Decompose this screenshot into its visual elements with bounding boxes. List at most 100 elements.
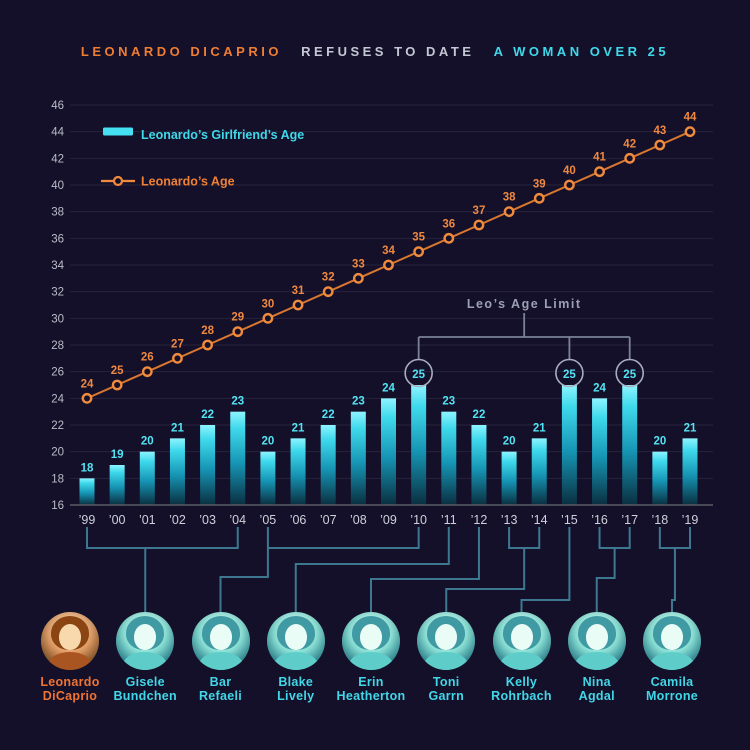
person-name-line: Bar xyxy=(209,675,232,689)
person-name-line: Morrone xyxy=(645,688,699,703)
bar-value-label: 23 xyxy=(352,396,365,408)
face-shape xyxy=(360,624,382,650)
line-marker-’07 xyxy=(322,286,334,298)
person-name-line: Agdal xyxy=(578,688,615,703)
line-marker-’00 xyxy=(111,379,123,391)
legend-line-marker xyxy=(112,175,124,187)
bar-value-label: 21 xyxy=(684,422,697,434)
photo-blake-lively xyxy=(266,612,325,670)
age-limit-ring xyxy=(404,358,433,388)
line-value-label: 28 xyxy=(201,325,214,337)
line-marker-’08 xyxy=(352,272,364,284)
person-name-line: Lively xyxy=(277,688,315,703)
bar-’09 xyxy=(381,398,396,505)
photo-erin-heatherton xyxy=(342,612,400,670)
year-to-person-connectors xyxy=(86,527,691,612)
age-limit-ring xyxy=(615,358,645,388)
x-tick-label: ’19 xyxy=(682,513,699,527)
bar-value-label: 25 xyxy=(623,369,636,381)
x-tick-label: ’06 xyxy=(290,513,307,527)
bar-’06 xyxy=(290,438,306,505)
bar-value-label: 25 xyxy=(563,369,576,381)
person-name-line: Heatherton xyxy=(336,688,406,703)
person-name-line: Gisele xyxy=(125,675,165,689)
line-marker-’11 xyxy=(443,232,455,244)
bar-’02 xyxy=(169,438,185,505)
face-shape xyxy=(585,624,608,650)
person-name-line: Camila xyxy=(650,675,694,689)
body-shape xyxy=(499,652,544,670)
bar-value-label: 25 xyxy=(412,369,425,381)
body-shape xyxy=(198,652,243,670)
body-shape xyxy=(349,652,393,670)
x-tick-label: ’04 xyxy=(229,513,246,527)
bar-’13 xyxy=(501,451,517,505)
line-value-label: 25 xyxy=(111,365,124,377)
face-shape xyxy=(59,624,81,650)
name-gisele-bundchen: Gisele Bundchen xyxy=(93,675,197,703)
body-shape xyxy=(650,652,694,670)
page-title: LEONARDO DICAPRIO REFUSES TO DATE A WOMA… xyxy=(0,44,750,59)
line-value-label: 37 xyxy=(473,205,486,217)
face-shape xyxy=(435,624,458,650)
bar-’19 xyxy=(682,438,698,505)
body-shape xyxy=(574,652,619,670)
name-camila-morrone: Camila Morrone xyxy=(620,675,724,703)
line-value-label: 43 xyxy=(653,125,666,137)
connector-nina-agdal xyxy=(595,527,631,612)
line-marker-’17 xyxy=(624,152,636,164)
x-tick-label: ’10 xyxy=(410,513,427,527)
connector-kelly-rohrbach xyxy=(520,527,571,612)
bar-value-label: 20 xyxy=(503,436,516,448)
girlfriend-age-bars: 18 19 20 21 22 23 20 21 22 23 24 25 23 22 20 21 25 24 25 20… xyxy=(79,369,698,505)
y-tick-label: 22 xyxy=(51,420,64,432)
line-marker-’02 xyxy=(172,352,183,364)
name-blake-lively: Blake Lively xyxy=(244,675,348,703)
name-erin-heatherton: Erin Heatherton xyxy=(319,675,423,703)
body-shape xyxy=(273,652,318,670)
line-marker-’16 xyxy=(594,166,605,178)
photo-bar-refaeli xyxy=(191,612,250,670)
bar-’16 xyxy=(592,398,608,505)
bar-’18 xyxy=(652,451,668,505)
y-tick-label: 38 xyxy=(51,207,64,219)
y-tick-label: 36 xyxy=(51,233,64,245)
face-shape xyxy=(284,624,307,650)
line-marker-’10 xyxy=(413,246,425,258)
name-bar-refaeli: Bar Refaeli xyxy=(169,675,273,703)
bar-value-label: 21 xyxy=(292,422,305,434)
name-nina-agdal: Nina Agdal xyxy=(545,675,649,703)
y-tick-label: 16 xyxy=(51,500,64,512)
x-tick-label: ’07 xyxy=(320,513,337,527)
line-value-label: 31 xyxy=(292,285,305,297)
bar-value-label: 21 xyxy=(533,422,546,434)
line-marker-’18 xyxy=(654,139,666,151)
person-name-line: Bundchen xyxy=(113,688,177,703)
name-leonardo-dicaprio: Leonardo DiCaprio xyxy=(18,675,122,703)
body-shape xyxy=(48,652,92,670)
line-marker-’04 xyxy=(232,326,244,338)
bar-’11 xyxy=(441,411,457,505)
connector-erin-heatherton xyxy=(370,527,480,612)
line-value-label: 40 xyxy=(563,165,576,177)
body-shape xyxy=(123,652,168,670)
bar-’01 xyxy=(139,451,155,505)
legend-bar-swatch xyxy=(103,127,133,136)
line-marker-’19 xyxy=(684,126,696,138)
photo-leonardo-dicaprio xyxy=(41,612,99,670)
person-name-line: Refaeli xyxy=(198,688,243,703)
bar-’14 xyxy=(531,438,547,505)
line-marker-’05 xyxy=(262,312,274,324)
person-name-line: Garrn xyxy=(428,688,465,703)
line-value-label: 29 xyxy=(231,312,244,324)
bar-value-label: 20 xyxy=(141,436,154,448)
connector-bar-refaeli xyxy=(219,527,420,612)
x-tick-label: ’16 xyxy=(591,513,608,527)
line-value-label: 39 xyxy=(533,178,546,190)
person-name-line: Blake xyxy=(278,675,314,689)
bar-’05 xyxy=(260,451,276,505)
line-value-label: 44 xyxy=(684,112,697,124)
title-leonardo-dicaprio: LEONARDO DICAPRIO xyxy=(80,44,282,59)
age-limit-bracket xyxy=(417,313,631,360)
